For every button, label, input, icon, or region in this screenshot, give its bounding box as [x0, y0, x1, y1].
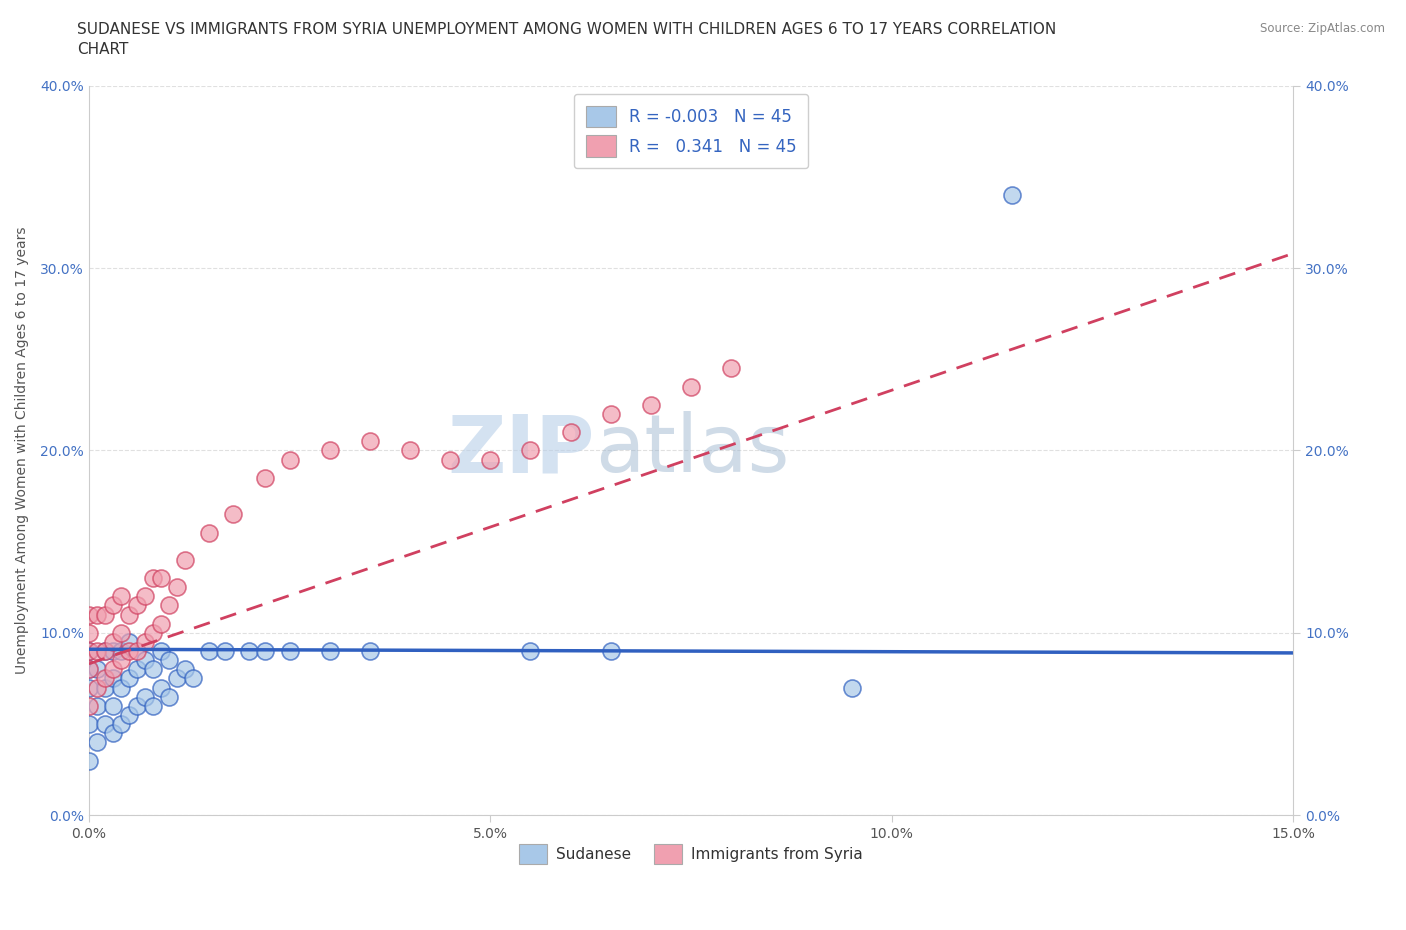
Text: ZIP: ZIP — [447, 411, 595, 489]
Point — [118, 671, 141, 686]
Point — [439, 452, 461, 467]
Point — [174, 552, 197, 567]
Point — [118, 634, 141, 649]
Point — [166, 671, 188, 686]
Point — [142, 625, 165, 640]
Point — [101, 634, 124, 649]
Point — [110, 589, 132, 604]
Point — [142, 662, 165, 677]
Point — [86, 735, 108, 750]
Point — [101, 698, 124, 713]
Point — [94, 717, 117, 732]
Point — [77, 607, 100, 622]
Point — [150, 644, 173, 658]
Legend: Sudanese, Immigrants from Syria: Sudanese, Immigrants from Syria — [513, 838, 869, 870]
Point — [254, 471, 277, 485]
Point — [157, 653, 180, 668]
Point — [1001, 188, 1024, 203]
Point — [142, 571, 165, 586]
Point — [101, 725, 124, 740]
Point — [142, 698, 165, 713]
Point — [86, 680, 108, 695]
Point — [150, 680, 173, 695]
Point — [198, 525, 221, 540]
Point — [125, 698, 148, 713]
Point — [101, 671, 124, 686]
Point — [110, 644, 132, 658]
Point — [174, 662, 197, 677]
Point — [254, 644, 277, 658]
Point — [166, 579, 188, 594]
Point — [150, 617, 173, 631]
Point — [118, 607, 141, 622]
Text: Source: ZipAtlas.com: Source: ZipAtlas.com — [1260, 22, 1385, 35]
Point — [134, 589, 156, 604]
Point — [134, 689, 156, 704]
Point — [77, 680, 100, 695]
Point — [599, 644, 621, 658]
Point — [77, 644, 100, 658]
Point — [86, 607, 108, 622]
Point — [214, 644, 236, 658]
Point — [399, 443, 422, 458]
Point — [77, 698, 100, 713]
Point — [86, 698, 108, 713]
Point — [560, 425, 582, 440]
Point — [125, 644, 148, 658]
Point — [519, 644, 541, 658]
Point — [94, 671, 117, 686]
Point — [479, 452, 502, 467]
Point — [77, 625, 100, 640]
Point — [134, 634, 156, 649]
Point — [198, 644, 221, 658]
Text: CHART: CHART — [77, 42, 129, 57]
Point — [101, 598, 124, 613]
Text: SUDANESE VS IMMIGRANTS FROM SYRIA UNEMPLOYMENT AMONG WOMEN WITH CHILDREN AGES 6 : SUDANESE VS IMMIGRANTS FROM SYRIA UNEMPL… — [77, 22, 1056, 37]
Point — [94, 644, 117, 658]
Point — [278, 452, 301, 467]
Point — [238, 644, 260, 658]
Point — [77, 662, 100, 677]
Point — [157, 689, 180, 704]
Point — [94, 680, 117, 695]
Point — [77, 717, 100, 732]
Point — [134, 653, 156, 668]
Point — [118, 644, 141, 658]
Point — [157, 598, 180, 613]
Point — [318, 644, 340, 658]
Y-axis label: Unemployment Among Women with Children Ages 6 to 17 years: Unemployment Among Women with Children A… — [15, 227, 30, 674]
Point — [519, 443, 541, 458]
Point — [101, 662, 124, 677]
Point — [720, 361, 742, 376]
Point — [77, 753, 100, 768]
Point — [125, 598, 148, 613]
Point — [77, 662, 100, 677]
Point — [94, 607, 117, 622]
Point — [110, 717, 132, 732]
Point — [86, 662, 108, 677]
Point — [222, 507, 245, 522]
Point — [841, 680, 863, 695]
Point — [94, 644, 117, 658]
Point — [118, 708, 141, 723]
Point — [599, 406, 621, 421]
Point — [278, 644, 301, 658]
Point — [110, 680, 132, 695]
Point — [359, 644, 381, 658]
Point — [86, 644, 108, 658]
Text: atlas: atlas — [595, 411, 789, 489]
Point — [181, 671, 204, 686]
Point — [125, 662, 148, 677]
Point — [77, 644, 100, 658]
Point — [110, 653, 132, 668]
Point — [359, 434, 381, 449]
Point — [679, 379, 702, 394]
Point — [640, 397, 662, 412]
Point — [318, 443, 340, 458]
Point — [101, 644, 124, 658]
Point — [110, 625, 132, 640]
Point — [150, 571, 173, 586]
